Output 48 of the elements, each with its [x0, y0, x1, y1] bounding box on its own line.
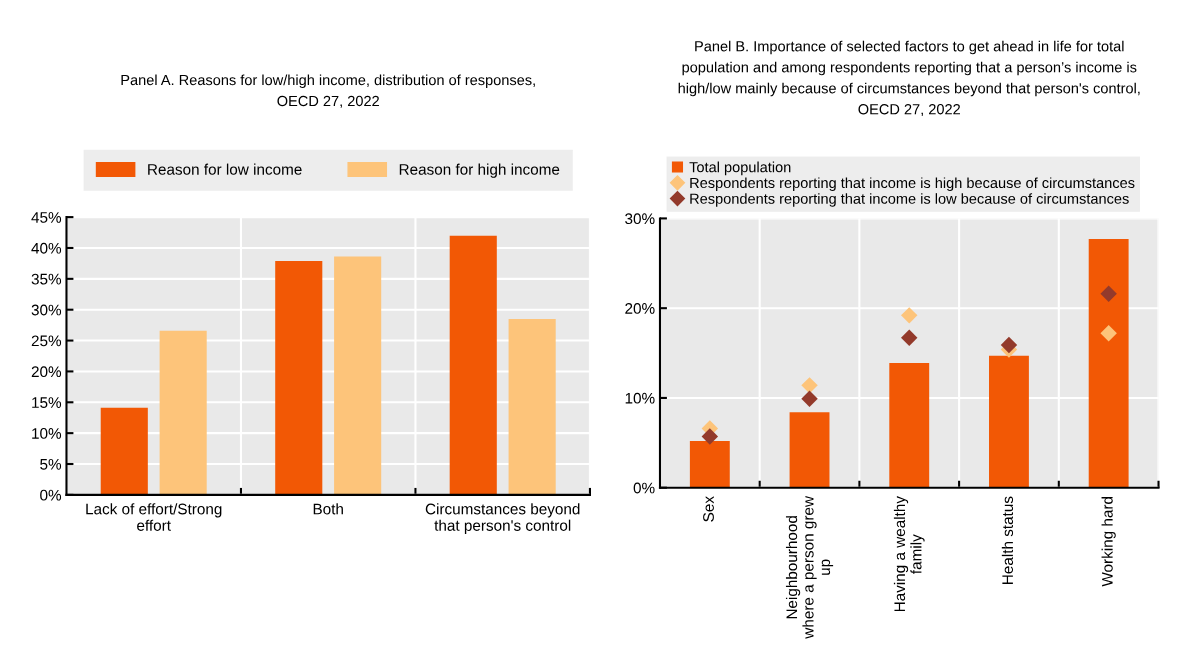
point	[1100, 325, 1117, 342]
y-tick-label: 25%	[31, 335, 62, 347]
x-tick-label: Lack of effort/Strong effort	[86, 503, 222, 531]
bar	[689, 441, 730, 488]
bar	[275, 260, 323, 495]
bar	[449, 235, 497, 495]
x-tick-label: Sex	[703, 496, 714, 522]
point	[1100, 285, 1117, 303]
bar	[889, 362, 930, 488]
legend-label: Reason for high income	[399, 163, 560, 178]
y-tick-label: 0%	[633, 482, 655, 494]
bar	[1088, 239, 1129, 488]
legend-label: Total population	[689, 161, 791, 176]
chart-title: Panel A. Reasons for low/high income, distribution of responses, OECD 27, 2022	[121, 74, 535, 108]
legend-label: Respondents reporting that income is high because of circumstances	[690, 177, 1135, 191]
legend-label: Respondents reporting that income is low because of circumstances	[690, 193, 1129, 207]
y-tick-label: 30%	[625, 213, 655, 225]
x-tick-label: Having a wealthy family	[893, 496, 925, 612]
y-tick-label: 45%	[31, 212, 62, 223]
x-tick-label: Health status	[1001, 496, 1014, 584]
point	[1000, 336, 1018, 354]
bar	[508, 318, 556, 495]
y-tick-label: 15%	[32, 397, 62, 408]
bar	[989, 355, 1029, 488]
y-tick-label: 40%	[31, 242, 62, 254]
y-tick-label: 0%	[40, 489, 62, 501]
y-tick-label: 20%	[31, 366, 62, 378]
y-tick-label: 20%	[625, 303, 655, 314]
y-tick-label: 5%	[40, 458, 62, 470]
bar	[789, 412, 830, 488]
chart-title: Panel B. Importance of selected factors to get ahead in life for total population and among respondents reporting that a person’s income is high/low mainly because of circumstances beyond that person's control, OECD 27, 2022	[678, 40, 1140, 117]
point	[901, 329, 918, 347]
point	[801, 390, 818, 408]
y-tick-label: 35%	[31, 273, 62, 285]
x-tick-label: Neighbourhood where a person grew up	[785, 495, 834, 639]
y-tick-label: 10%	[625, 392, 655, 404]
legend-label: Reason for low income	[148, 163, 302, 175]
x-tick-label: Both	[313, 503, 343, 515]
x-tick-label: Circumstances beyond that person's control	[425, 503, 580, 534]
y-tick-label: 10%	[32, 428, 62, 439]
y-tick-label: 30%	[31, 304, 62, 316]
bar	[100, 407, 148, 495]
point	[701, 428, 719, 445]
bar	[159, 330, 207, 495]
point	[801, 377, 818, 394]
point	[901, 307, 918, 324]
x-tick-label: Working hard	[1101, 497, 1116, 587]
bar	[334, 256, 382, 495]
